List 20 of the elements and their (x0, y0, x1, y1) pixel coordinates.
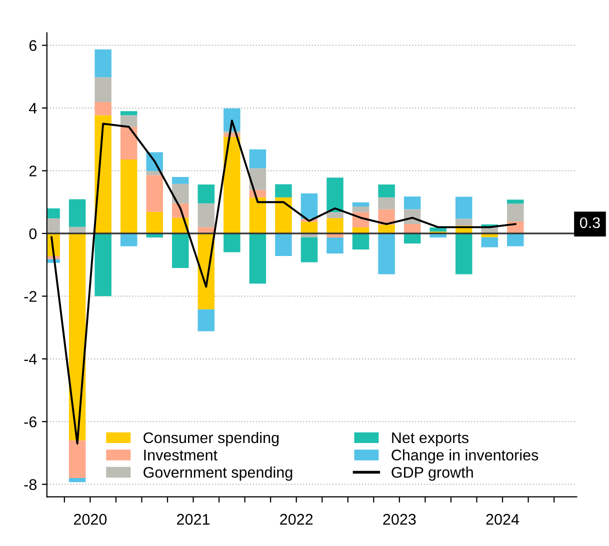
y-tick-label: 4 (29, 103, 37, 114)
x-tick-label: 2024 (486, 514, 520, 525)
annotation: 0.3 (580, 217, 600, 228)
y-tick-label: -8 (24, 479, 37, 490)
y-tick-label: -6 (24, 416, 36, 428)
x-tick-label: 2021 (177, 514, 210, 525)
y-tick-label: 0 (29, 228, 37, 240)
legend-label: Government spending (144, 466, 292, 481)
legend-label: Net exports (392, 432, 468, 446)
y-tick-label: -4 (24, 354, 37, 364)
legend-label: Change in inventories (392, 449, 538, 464)
legend-label: Investment (144, 450, 218, 460)
x-tick-label: 2023 (383, 514, 416, 525)
x-tick-label: 2020 (74, 514, 107, 525)
y-tick-label: 6 (29, 40, 36, 51)
y-tick-label: -2 (24, 291, 36, 302)
x-tick-label: 2022 (280, 514, 313, 525)
legend-label: GDP growth (392, 466, 473, 481)
y-tick-label: 2 (29, 166, 36, 176)
legend-label: Consumer spending (144, 432, 279, 446)
